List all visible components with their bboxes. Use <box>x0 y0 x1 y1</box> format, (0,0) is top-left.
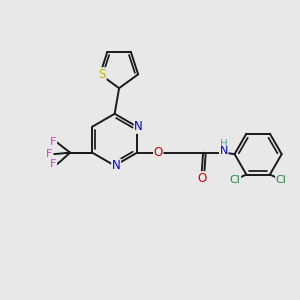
Text: F: F <box>46 149 53 159</box>
Text: O: O <box>154 146 163 159</box>
Text: F: F <box>50 159 56 170</box>
Text: S: S <box>99 68 106 81</box>
Text: H: H <box>220 140 228 149</box>
Text: N: N <box>134 120 143 133</box>
Text: O: O <box>197 172 206 185</box>
Text: F: F <box>50 137 56 147</box>
Text: N: N <box>220 146 228 157</box>
Text: Cl: Cl <box>276 175 286 185</box>
Text: Cl: Cl <box>230 175 241 185</box>
Text: N: N <box>112 159 121 172</box>
